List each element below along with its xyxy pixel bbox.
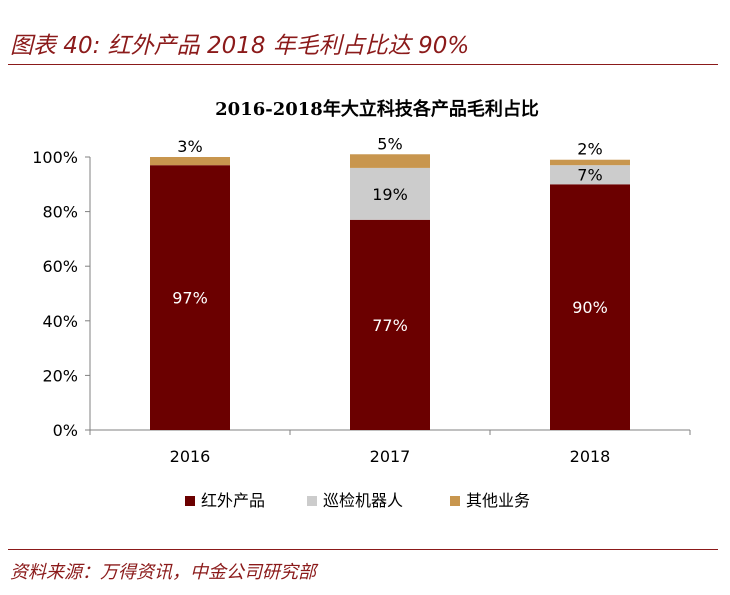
stacked-bar-chart: 2016-2018年大立科技各产品毛利占比 0% 20% 40% 60% 80% 100%…	[32, 98, 691, 510]
chart-title: 2016-2018年大立科技各产品毛利占比	[215, 98, 539, 120]
x-tick-label: 2017	[370, 447, 411, 466]
bar-segment	[550, 159, 630, 166]
data-label: 3%	[177, 137, 202, 156]
y-tick-label: 0%	[53, 421, 78, 440]
legend-label: 红外产品	[201, 491, 265, 510]
legend-swatch	[307, 496, 317, 506]
source-note: 资料来源：万得资讯，中金公司研究部	[10, 562, 316, 583]
y-tick-label: 100%	[32, 148, 78, 167]
data-label: 7%	[577, 166, 602, 185]
bar-segment	[550, 184, 630, 430]
y-tick-label: 60%	[42, 257, 78, 276]
chart-bars	[150, 154, 630, 430]
legend-swatch	[450, 496, 460, 506]
data-label: 90%	[572, 298, 608, 317]
data-label: 97%	[172, 289, 208, 308]
x-tick-label: 2016	[170, 447, 211, 466]
legend-swatch	[185, 496, 195, 506]
legend-label: 巡检机器人	[323, 491, 403, 510]
bar-segment	[350, 219, 430, 430]
data-label: 19%	[372, 185, 408, 204]
bar-segment	[150, 157, 230, 166]
bottom-divider	[8, 549, 718, 550]
bar-segment	[550, 165, 630, 185]
x-tick-label: 2018	[570, 447, 611, 466]
chart-data-labels: 97% 3% 77% 19% 5% 90% 7% 2%	[172, 134, 608, 335]
data-label: 5%	[377, 134, 402, 153]
y-tick-label: 80%	[42, 203, 78, 222]
legend-label: 其他业务	[466, 491, 530, 510]
data-label: 77%	[372, 316, 408, 335]
bar-segment	[150, 165, 230, 430]
figure-title: 图表 40: 红外产品 2018 年毛利占比达 90%	[10, 33, 470, 59]
y-tick-label: 20%	[42, 366, 78, 385]
bar-segment	[350, 167, 430, 220]
bar-segment	[350, 154, 430, 168]
chart-legend: 红外产品 巡检机器人 其他业务	[185, 491, 530, 510]
y-tick-label: 40%	[42, 312, 78, 331]
top-divider	[8, 64, 718, 65]
data-label: 2%	[577, 140, 602, 159]
